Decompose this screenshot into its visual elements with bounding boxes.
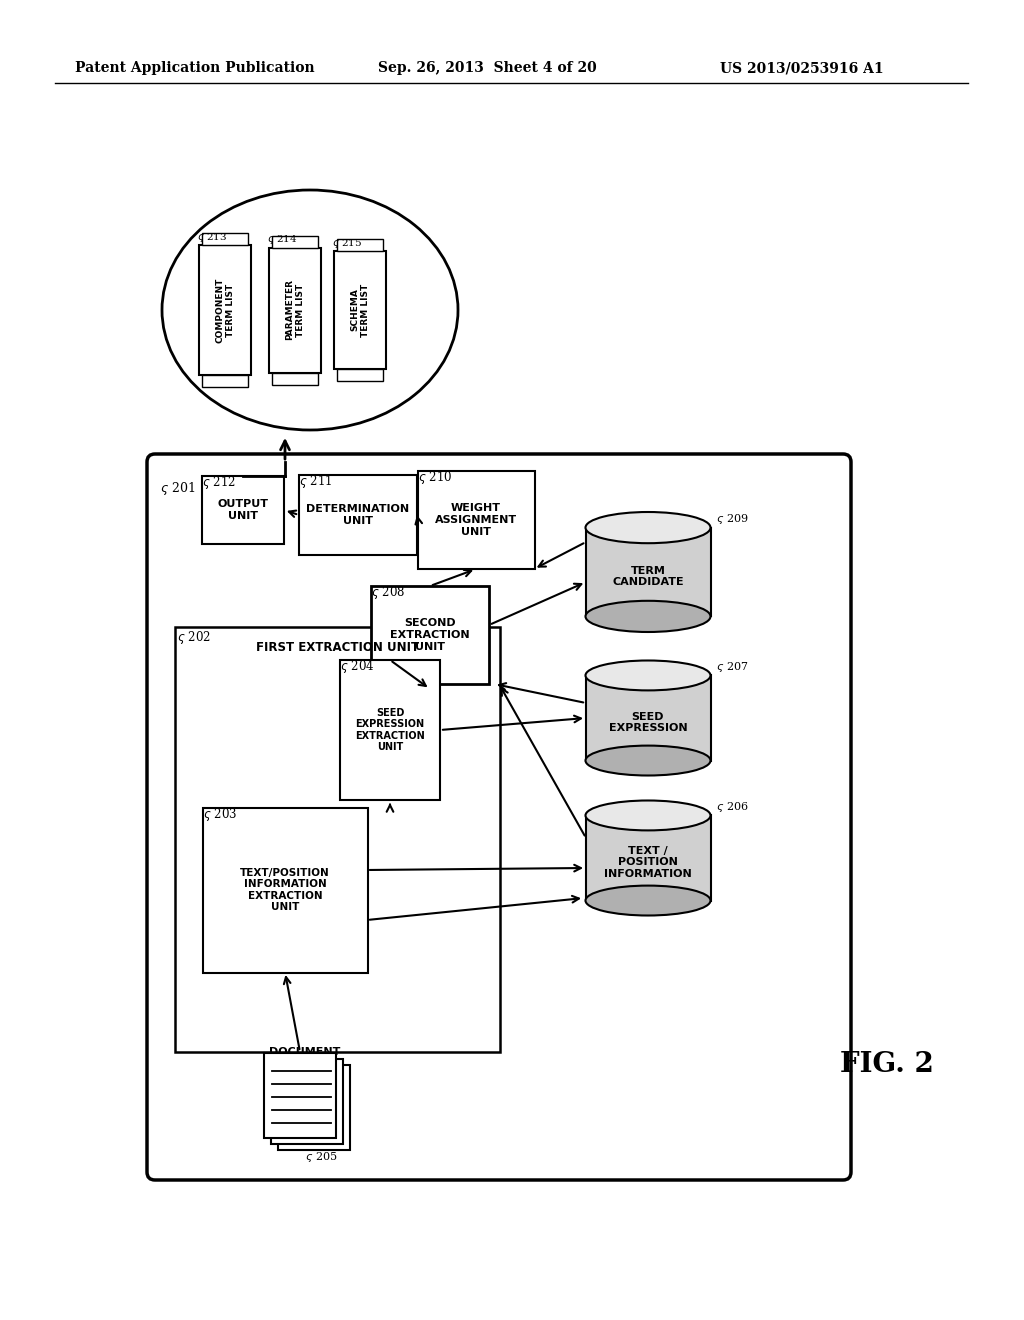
Bar (334, 251, 386, 370)
Bar (202, 477, 284, 544)
Text: $\varsigma$ 204: $\varsigma$ 204 (340, 657, 375, 675)
Text: SECOND
EXTRACTION
UNIT: SECOND EXTRACTION UNIT (390, 618, 470, 652)
Text: PARAMETER
TERM LIST: PARAMETER TERM LIST (286, 280, 305, 341)
Text: SCHEMA
TERM LIST: SCHEMA TERM LIST (350, 284, 370, 337)
Text: $\varsigma$ 212: $\varsigma$ 212 (202, 474, 236, 491)
Text: $\varsigma$ 205: $\varsigma$ 205 (305, 1150, 338, 1164)
Text: $\varsigma$ 214: $\varsigma$ 214 (267, 234, 298, 247)
Text: WEIGHT
ASSIGNMENT
UNIT: WEIGHT ASSIGNMENT UNIT (435, 503, 517, 537)
Bar (586, 528, 711, 616)
Text: SEED
EXPRESSION: SEED EXPRESSION (608, 711, 687, 734)
Text: TEXT/POSITION
INFORMATION
EXTRACTION
UNIT: TEXT/POSITION INFORMATION EXTRACTION UNI… (240, 867, 330, 912)
Ellipse shape (586, 800, 711, 830)
Text: TEXT /
POSITION
INFORMATION: TEXT / POSITION INFORMATION (604, 846, 692, 879)
Bar (272, 235, 318, 248)
Text: $\varsigma$ 203: $\varsigma$ 203 (203, 807, 238, 822)
Ellipse shape (586, 512, 711, 544)
Bar (586, 676, 711, 760)
Bar (271, 1059, 343, 1143)
Text: US 2013/0253916 A1: US 2013/0253916 A1 (720, 61, 884, 75)
Bar (586, 816, 711, 900)
Bar (340, 660, 440, 800)
Bar (299, 475, 417, 554)
Text: SEED
EXPRESSION
EXTRACTION
UNIT: SEED EXPRESSION EXTRACTION UNIT (355, 708, 425, 752)
Text: $\varsigma$ 213: $\varsigma$ 213 (197, 231, 227, 244)
Text: FIG. 2: FIG. 2 (840, 1052, 934, 1078)
Bar (371, 586, 489, 684)
Text: TERM
CANDIDATE: TERM CANDIDATE (612, 566, 684, 587)
Bar (272, 372, 318, 384)
Ellipse shape (162, 190, 458, 430)
Bar (203, 808, 368, 973)
Text: $\varsigma$ 209: $\varsigma$ 209 (716, 512, 749, 525)
Text: FIRST EXTRACTION UNIT: FIRST EXTRACTION UNIT (256, 642, 419, 653)
Ellipse shape (586, 746, 711, 776)
Text: $\varsigma$ 215: $\varsigma$ 215 (332, 238, 362, 249)
Bar (202, 234, 248, 246)
Text: $\varsigma$ 211: $\varsigma$ 211 (299, 473, 333, 490)
Bar (418, 471, 535, 569)
Text: DOCUMENT: DOCUMENT (269, 1047, 341, 1057)
Text: DETERMINATION
UNIT: DETERMINATION UNIT (306, 504, 410, 525)
Text: OUTPUT
UNIT: OUTPUT UNIT (217, 499, 268, 521)
Bar (337, 370, 383, 381)
Bar (199, 246, 251, 375)
Bar (269, 248, 321, 372)
Bar (278, 1064, 350, 1150)
Bar (202, 375, 248, 387)
Text: Patent Application Publication: Patent Application Publication (75, 61, 314, 75)
Bar (175, 627, 500, 1052)
Text: $\varsigma$ 210: $\varsigma$ 210 (418, 469, 453, 486)
Text: $\varsigma$ 202: $\varsigma$ 202 (177, 630, 211, 645)
Text: COMPONENT
TERM LIST: COMPONENT TERM LIST (215, 277, 234, 343)
Bar (337, 239, 383, 251)
Text: $\varsigma$ 207: $\varsigma$ 207 (716, 660, 748, 675)
Bar (264, 1052, 336, 1138)
Ellipse shape (586, 601, 711, 632)
Text: $\varsigma$ 201: $\varsigma$ 201 (160, 480, 196, 498)
FancyBboxPatch shape (147, 454, 851, 1180)
Text: $\varsigma$ 208: $\varsigma$ 208 (371, 583, 406, 601)
Ellipse shape (586, 660, 711, 690)
Ellipse shape (586, 886, 711, 916)
Text: Sep. 26, 2013  Sheet 4 of 20: Sep. 26, 2013 Sheet 4 of 20 (378, 61, 597, 75)
Text: $\varsigma$ 206: $\varsigma$ 206 (716, 800, 749, 814)
